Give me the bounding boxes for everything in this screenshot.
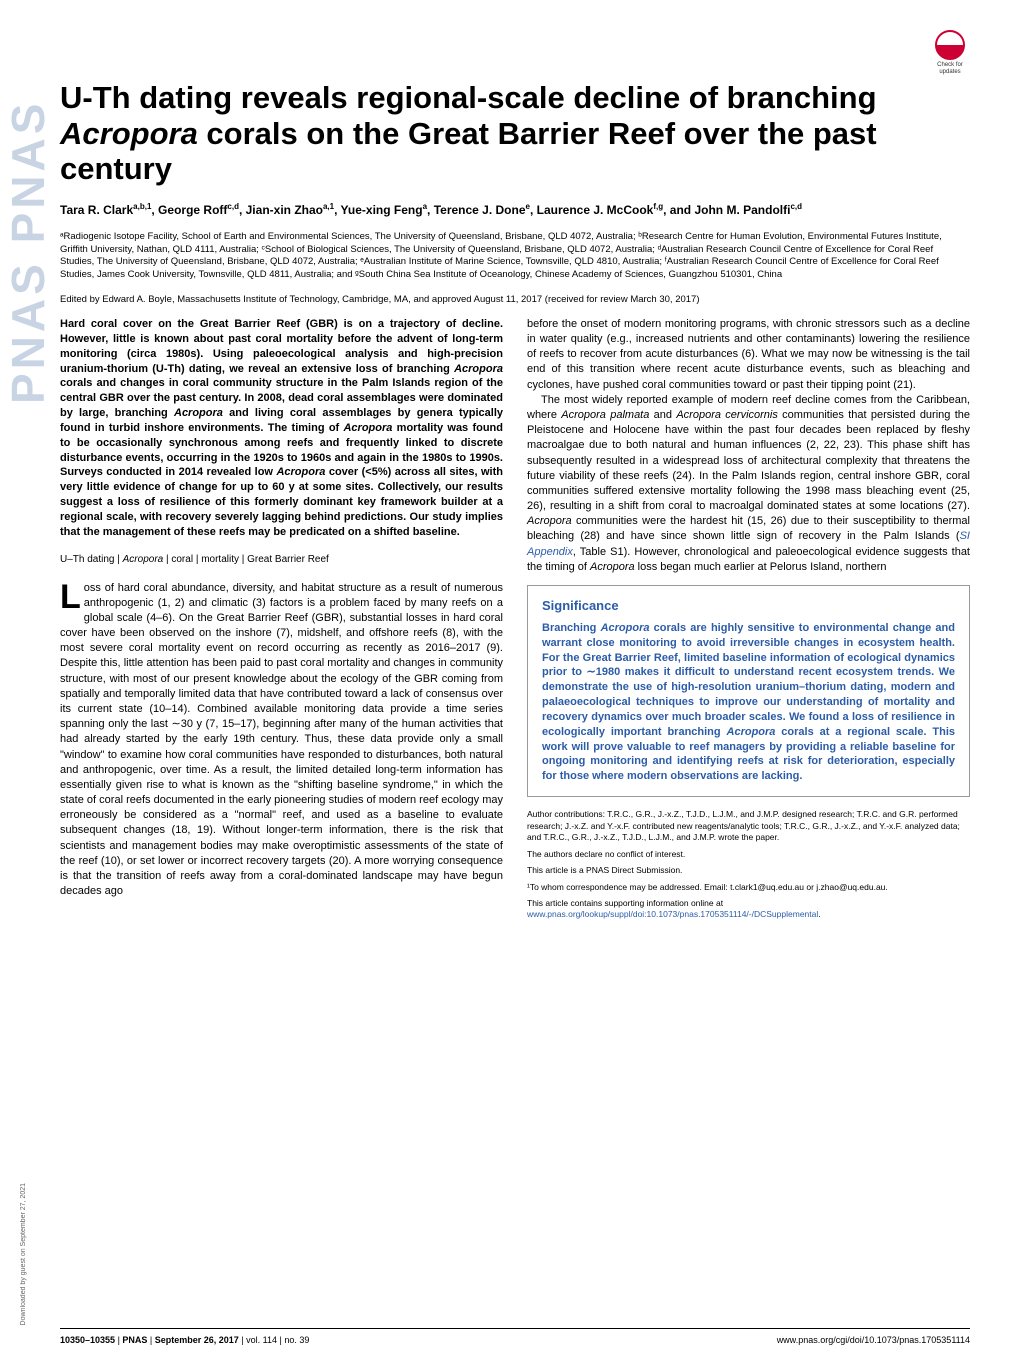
authors-list: Tara R. Clarka,b,1, George Roffc,d, Jian…	[60, 201, 970, 219]
dropcap: L	[60, 581, 84, 612]
footer-url[interactable]: www.pnas.org/cgi/doi/10.1073/pnas.170535…	[777, 1335, 970, 1345]
supplemental-link[interactable]: www.pnas.org/lookup/suppl/doi:10.1073/pn…	[527, 909, 818, 919]
article-title: U-Th dating reveals regional-scale decli…	[60, 80, 970, 187]
significance-text: Branching Acropora corals are highly sen…	[542, 621, 955, 784]
body-left-column: Loss of hard coral abundance, diversity,…	[60, 581, 503, 900]
page-footer: 10350–10355 | PNAS | September 26, 2017 …	[60, 1328, 970, 1345]
correspondence: ¹To whom correspondence may be addressed…	[527, 882, 970, 893]
download-note: Downloaded by guest on September 27, 202…	[20, 1183, 27, 1325]
edited-by: Edited by Edward A. Boyle, Massachusetts…	[60, 294, 970, 305]
significance-heading: Significance	[542, 598, 955, 613]
affiliations: ᵃRadiogenic Isotope Facility, School of …	[60, 231, 970, 282]
author-contributions: Author contributions: T.R.C., G.R., J.-x…	[527, 809, 970, 843]
conflict-of-interest: The authors declare no conflict of inter…	[527, 849, 970, 860]
body-right-column: before the onset of modern monitoring pr…	[527, 317, 970, 575]
keywords: U–Th dating | Acropora | coral | mortali…	[60, 554, 503, 565]
check-updates-icon	[935, 30, 965, 60]
check-updates-label: Check forupdates	[930, 62, 970, 75]
direct-submission: This article is a PNAS Direct Submission…	[527, 865, 970, 876]
footnotes: Author contributions: T.R.C., G.R., J.-x…	[527, 809, 970, 921]
significance-box: Significance Branching Acropora corals a…	[527, 585, 970, 797]
supporting-info: This article contains supporting informa…	[527, 898, 970, 921]
pnas-sidebar-logo: PNAS PNAS	[8, 100, 48, 1000]
abstract: Hard coral cover on the Great Barrier Re…	[60, 317, 503, 540]
check-for-updates-button[interactable]: Check forupdates	[930, 30, 970, 76]
